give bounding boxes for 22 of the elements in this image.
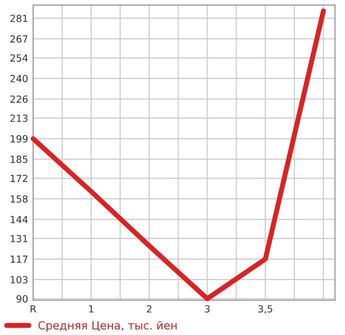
line-series	[30, 8, 326, 302]
x-tick-label: 1	[89, 305, 94, 312]
y-tick-label: 117	[10, 256, 28, 263]
x-tick-label: 3,5	[258, 305, 272, 314]
x-tick-label: R	[30, 305, 36, 312]
y-tick-label: 240	[10, 74, 28, 82]
y-tick-label: 281	[10, 14, 28, 22]
y-tick-label: 172	[10, 174, 28, 182]
legend-label: Средняя Цена, тыс. йен	[38, 320, 177, 332]
y-tick-label: 226	[10, 95, 28, 103]
y-tick-label: 144	[10, 216, 28, 224]
y-tick-label: 90	[16, 295, 28, 303]
y-tick-label: 199	[10, 135, 28, 142]
x-tick-label: 2	[146, 305, 152, 312]
y-tick-label: 131	[10, 234, 28, 242]
y-tick-label: 185	[10, 156, 28, 164]
y-tick-label: 267	[10, 35, 28, 43]
y-tick-label: 213	[10, 114, 28, 122]
y-tick-label: 158	[10, 195, 28, 203]
x-tick-label: 3	[204, 305, 210, 313]
y-tick-label: 254	[10, 54, 28, 62]
y-tick-label: 103	[10, 276, 28, 284]
